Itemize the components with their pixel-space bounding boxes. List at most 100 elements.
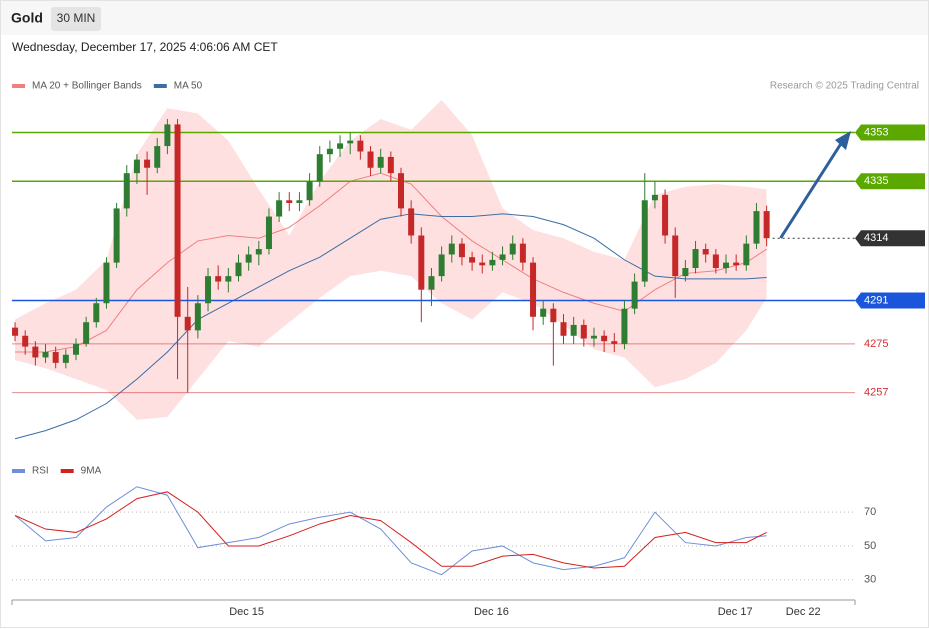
candle-body — [702, 249, 709, 255]
candle-body — [337, 143, 344, 149]
candle-body — [316, 154, 323, 182]
indicator-line — [15, 172, 767, 353]
candle-body — [692, 249, 699, 269]
candle-body — [113, 208, 120, 263]
candle-body — [651, 194, 658, 201]
legend-label: RSI — [32, 466, 49, 477]
candle-body — [641, 200, 648, 282]
candle-body — [306, 181, 313, 201]
candle-body — [215, 276, 222, 282]
candle-body — [753, 211, 760, 244]
candle-body — [519, 243, 526, 263]
candle-body — [235, 262, 242, 277]
candle-body — [580, 324, 587, 339]
candle-body — [662, 194, 669, 236]
candle-body — [509, 243, 516, 255]
legend-label: MA 50 — [174, 81, 203, 92]
legend-label: 9MA — [81, 466, 102, 477]
level-label: 4291 — [864, 294, 888, 306]
candle-body — [387, 156, 394, 174]
candle-body — [601, 335, 608, 342]
candle-body — [560, 322, 567, 336]
candle-body — [347, 140, 354, 144]
candle-body — [255, 249, 262, 255]
header-bar — [1, 1, 928, 35]
x-tick-label: Dec 16 — [474, 606, 509, 618]
level-label: 4257 — [864, 387, 888, 399]
candle-body — [397, 173, 404, 209]
candle-body — [428, 276, 435, 290]
candle-body — [743, 243, 750, 266]
candle-body — [286, 200, 293, 203]
candle-body — [164, 124, 171, 147]
candle-body — [52, 352, 59, 363]
candle-body — [265, 216, 272, 250]
candle-body — [438, 254, 445, 277]
candle-body — [103, 262, 110, 304]
candle-body — [499, 254, 506, 260]
interval-box[interactable] — [51, 7, 101, 31]
indicator-line — [14, 486, 767, 576]
candle-body — [489, 259, 496, 266]
candle-body — [621, 308, 628, 344]
candle-body — [367, 151, 374, 168]
legend-swatch — [12, 469, 25, 473]
y-tick-label: 30 — [864, 574, 876, 586]
candle-body — [479, 262, 486, 266]
candle-body — [672, 235, 679, 277]
copyright: Research © 2025 Trading Central — [770, 81, 919, 92]
level-box — [855, 230, 925, 247]
level-box — [855, 292, 925, 309]
candle-body — [408, 208, 415, 236]
level-label: 4353 — [864, 126, 888, 138]
title: Gold — [11, 10, 43, 26]
legend-swatch — [60, 469, 74, 473]
candle-body — [123, 173, 130, 209]
candle-body — [174, 124, 181, 317]
candle-body — [540, 308, 547, 317]
candle-body — [42, 352, 49, 358]
candle-body — [22, 335, 29, 347]
candle-body — [357, 140, 364, 152]
level-box — [855, 173, 925, 190]
candle-body — [682, 268, 689, 277]
candle-body — [225, 276, 232, 282]
candle-body — [326, 148, 333, 155]
candle-body — [296, 200, 303, 203]
level-label: 4275 — [864, 338, 888, 350]
candle-body — [154, 146, 161, 168]
candle-body — [570, 324, 577, 336]
legend-swatch — [12, 84, 25, 88]
level-label: 4314 — [864, 232, 888, 244]
level-box — [855, 124, 925, 141]
candle-body — [276, 200, 283, 217]
level-label: 4335 — [864, 175, 888, 187]
y-tick-label: 50 — [864, 540, 876, 552]
candle-body — [133, 159, 140, 174]
candle-body — [245, 254, 252, 263]
candle-body — [12, 327, 19, 336]
candle-body — [611, 341, 618, 344]
indicator-line — [14, 491, 767, 569]
candle-body — [32, 346, 39, 358]
candle-body — [469, 257, 476, 263]
arrow-head — [835, 131, 851, 150]
interval[interactable]: 30 MIN — [57, 11, 96, 25]
candle-body — [377, 156, 384, 168]
candle-body — [194, 303, 201, 331]
candle-body — [631, 281, 638, 309]
candle-body — [458, 243, 465, 258]
date: Wednesday, December 17, 2025 4:06:06 AM … — [12, 40, 278, 54]
indicator-line — [14, 213, 767, 440]
candle-body — [763, 211, 770, 239]
candle-body — [93, 303, 100, 323]
candle-body — [184, 316, 191, 331]
candle-body — [712, 254, 719, 269]
candle-body — [144, 159, 151, 168]
candle-body — [448, 243, 455, 255]
candle-body — [72, 343, 79, 355]
x-tick-label: Dec 22 — [786, 606, 821, 618]
candle-body — [530, 262, 537, 317]
